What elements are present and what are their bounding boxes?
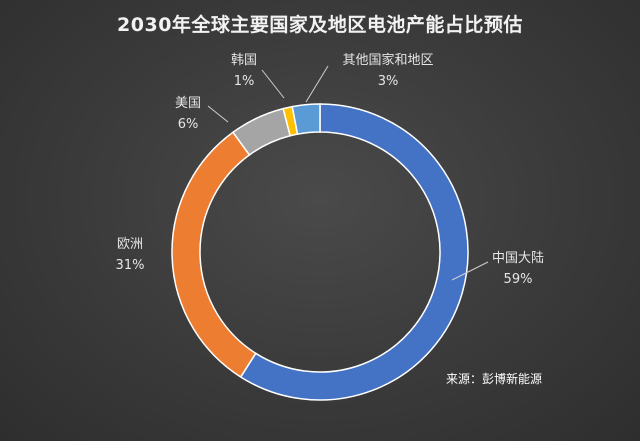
slice-1 (171, 131, 257, 378)
slice-name-label-4: 其他国家和地区 (342, 52, 433, 68)
slice-value-label-4: 3% (378, 74, 399, 89)
slice-value-label-0: 59% (504, 272, 533, 287)
slice-value-label-2: 6% (178, 117, 199, 132)
slice-name-label-0: 中国大陆 (492, 250, 544, 266)
leader-line-3 (261, 69, 285, 99)
slice-name-label-3: 韩国 (231, 53, 257, 68)
slice-value-label-1: 31% (116, 258, 145, 273)
leader-line-4 (305, 65, 329, 103)
slice-0 (239, 103, 469, 401)
slice-name-label-2: 美国 (175, 96, 201, 111)
source-note: 来源：彭博新能源 (446, 372, 543, 386)
leader-line-2 (207, 105, 229, 123)
leader-line-0 (451, 261, 489, 281)
slice-name-label-1: 欧洲 (117, 237, 143, 252)
slice-value-label-3: 1% (234, 74, 255, 89)
chart-title: 2030年全球主要国家及地区电池产能占比预估 (117, 14, 523, 36)
slice-4 (291, 103, 321, 136)
